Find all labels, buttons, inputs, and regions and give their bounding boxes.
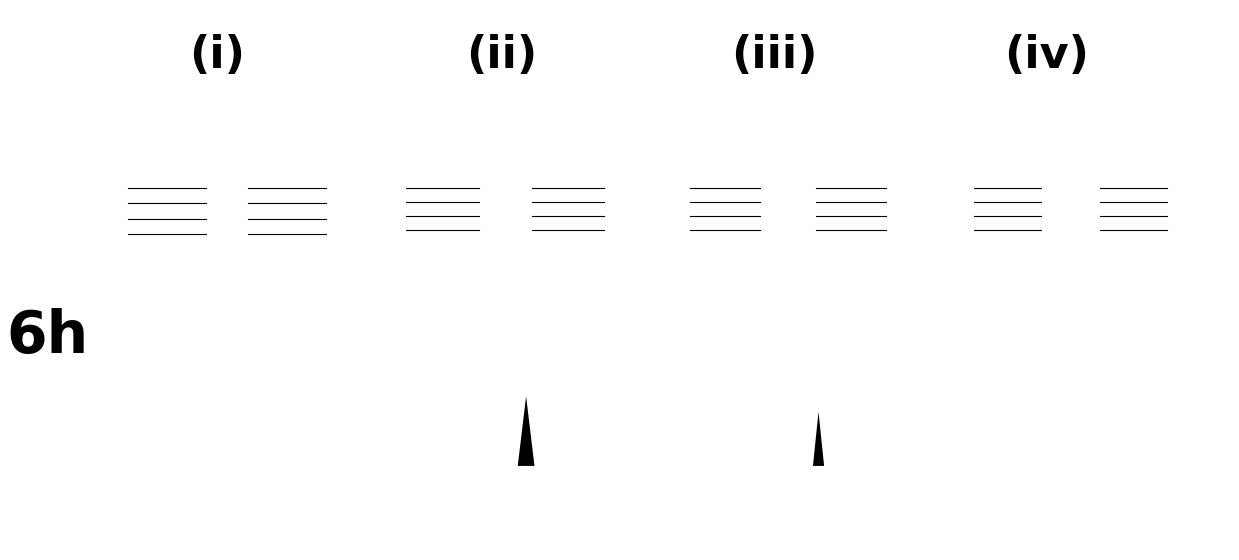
- FancyBboxPatch shape: [1097, 180, 1170, 238]
- Ellipse shape: [1099, 488, 1124, 506]
- Ellipse shape: [1206, 488, 1223, 498]
- Ellipse shape: [543, 517, 560, 527]
- Polygon shape: [813, 412, 824, 466]
- Ellipse shape: [686, 516, 705, 528]
- Ellipse shape: [462, 512, 484, 524]
- Polygon shape: [960, 292, 1234, 466]
- Ellipse shape: [833, 517, 849, 527]
- Text: (iii): (iii): [731, 35, 818, 77]
- FancyBboxPatch shape: [971, 180, 1044, 238]
- FancyBboxPatch shape: [404, 180, 482, 238]
- Ellipse shape: [401, 516, 421, 528]
- Ellipse shape: [896, 516, 909, 524]
- Polygon shape: [393, 288, 665, 466]
- Polygon shape: [518, 396, 534, 466]
- Ellipse shape: [264, 519, 281, 529]
- Text: (ii): (ii): [466, 35, 538, 77]
- Ellipse shape: [322, 517, 336, 526]
- FancyBboxPatch shape: [125, 180, 208, 242]
- Text: (iv): (iv): [1005, 35, 1089, 77]
- FancyBboxPatch shape: [688, 180, 763, 238]
- Ellipse shape: [1177, 494, 1196, 507]
- Polygon shape: [112, 265, 217, 474]
- Ellipse shape: [118, 518, 138, 530]
- Ellipse shape: [154, 515, 180, 525]
- Polygon shape: [676, 292, 949, 466]
- Ellipse shape: [971, 519, 989, 529]
- Ellipse shape: [1141, 482, 1163, 497]
- Text: (i): (i): [188, 35, 245, 77]
- Ellipse shape: [606, 516, 620, 524]
- FancyBboxPatch shape: [245, 180, 328, 242]
- Text: 6h: 6h: [6, 307, 88, 365]
- FancyBboxPatch shape: [529, 180, 607, 238]
- Polygon shape: [245, 265, 379, 334]
- FancyBboxPatch shape: [813, 180, 888, 238]
- Ellipse shape: [752, 512, 774, 524]
